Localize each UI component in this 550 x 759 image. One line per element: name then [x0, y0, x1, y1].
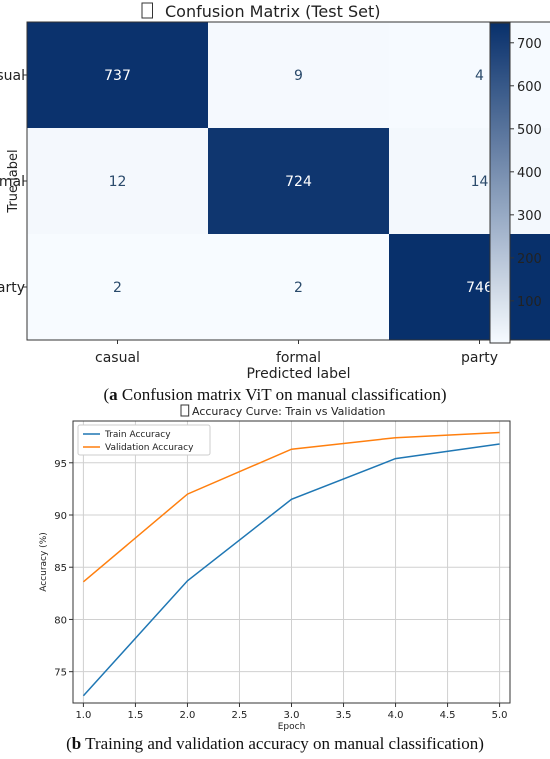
- y-axis-label: True label: [6, 149, 21, 213]
- x-tick-label: 3.5: [336, 710, 352, 721]
- legend-box: [77, 424, 211, 456]
- x-tick-label: 1.5: [127, 710, 143, 721]
- matrix-cell: [208, 22, 389, 128]
- y-tick-label: casual: [0, 68, 25, 84]
- y-tick-label: 85: [54, 563, 67, 574]
- x-tick-label: casual: [95, 350, 140, 366]
- chart-title: Accuracy Curve: Train vs Validation: [192, 405, 385, 418]
- x-tick-label: 4.5: [440, 710, 456, 721]
- chart-title: Confusion Matrix (Test Set): [165, 2, 380, 21]
- legend-label: Validation Accuracy: [105, 443, 194, 453]
- cell-value-label: 12: [109, 174, 127, 190]
- cell-value-label: 4: [475, 68, 484, 84]
- x-tick-label: 2.0: [179, 710, 195, 721]
- y-tick-label: 90: [54, 511, 67, 522]
- colorbar-tick-label: 300: [517, 209, 542, 224]
- cell-value-label: 14: [471, 174, 489, 190]
- cell-value-label: 2: [113, 280, 122, 296]
- x-tick-label: formal: [276, 350, 321, 366]
- y-tick-label: formal: [0, 174, 25, 190]
- colorbar-tick-label: 100: [517, 295, 542, 310]
- x-tick-label: 2.5: [232, 710, 248, 721]
- series-line-train: [82, 443, 500, 697]
- y-tick-label: 75: [54, 668, 67, 679]
- matrix-cell: [208, 234, 389, 340]
- x-tick-label: 5.0: [492, 710, 508, 721]
- x-axis-label: Predicted label: [246, 366, 350, 382]
- legend-label: Train Accuracy: [104, 430, 171, 440]
- colorbar-tick-label: 200: [517, 252, 542, 267]
- colorbar-tick-label: 600: [517, 80, 542, 95]
- matrix-cell: [389, 22, 550, 128]
- confusion-matrix-chart: Confusion Matrix (Test Set) 737 9 4 12 724 14 2…: [0, 2, 550, 382]
- matrix-cell: [27, 234, 208, 340]
- colorbar-tick-label: 700: [517, 37, 542, 52]
- x-axis-label: Epoch: [278, 722, 306, 732]
- matrix-cell: [27, 22, 208, 128]
- colorbar: [489, 22, 511, 344]
- x-tick-label: 1.0: [75, 710, 91, 721]
- cell-value-label: 746: [466, 280, 493, 296]
- cell-value-label: 9: [294, 68, 303, 84]
- x-tick-label: 4.0: [388, 710, 404, 721]
- caption-b: (b Training and validation accuracy on m…: [66, 734, 484, 753]
- matrix-cell: [208, 128, 389, 234]
- cell-value-label: 737: [104, 68, 131, 84]
- series-line-validation: [82, 431, 500, 583]
- matrix-cell: [389, 128, 550, 234]
- y-tick-label: 95: [54, 459, 67, 470]
- y-tick-label: party: [0, 280, 25, 296]
- plot-frame: [72, 420, 511, 704]
- caption-a: (a Confusion matrix ViT on manual classi…: [103, 385, 447, 404]
- title-glyph-icon: [180, 404, 190, 417]
- cell-value-label: 2: [294, 280, 303, 296]
- x-tick-label: 3.0: [284, 710, 300, 721]
- y-axis-label: Accuracy (%): [39, 532, 49, 592]
- colorbar-tick-label: 400: [517, 166, 542, 181]
- matrix-cell: [389, 234, 550, 340]
- matrix-cell: [27, 128, 208, 234]
- title-glyph-icon: [141, 2, 153, 19]
- colorbar-tick-label: 500: [517, 123, 542, 138]
- cell-value-label: 724: [285, 174, 312, 190]
- y-tick-label: 80: [54, 615, 67, 626]
- x-tick-label: party: [461, 350, 498, 366]
